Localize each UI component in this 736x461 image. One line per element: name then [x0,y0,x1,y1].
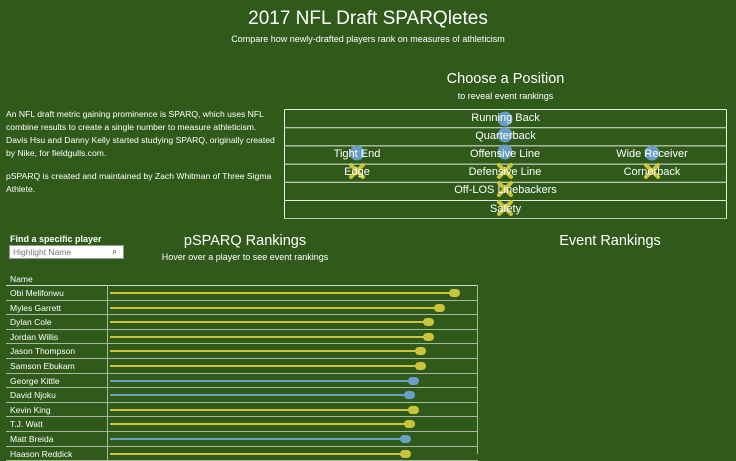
psparq-bar [110,364,421,367]
psparq-marker[interactable] [415,347,426,356]
psparq-bar [110,394,410,397]
dashboard-subtitle: Compare how newly-drafted players rank o… [231,34,505,44]
dashboard-title: 2017 NFL Draft SPARQletes [248,8,488,29]
psparq-bar [110,437,406,440]
player-row[interactable]: Jordan Willis [6,329,478,345]
table-divider [6,285,478,286]
column-divider [107,388,108,402]
player-name: Jordan Willis [10,331,59,342]
column-divider [107,315,108,329]
player-name: T.J. Watt [10,419,43,430]
position-grid-lines [284,109,727,220]
offense-marker [644,145,660,161]
column-divider [107,417,108,431]
column-divider [107,286,108,300]
psparq-marker[interactable] [434,303,445,312]
player-name: Obi Melifonwu [10,288,64,298]
psparq-marker[interactable] [400,434,411,443]
offense-marker [497,127,513,143]
position-option-defensive-line[interactable]: Defensive Line [468,166,542,179]
psparq-bar [110,379,414,382]
position-option-edge[interactable]: Edge [344,166,370,179]
psparq-marker[interactable] [408,376,419,385]
psparq-marker[interactable] [404,391,415,400]
search-icon[interactable]: ⌕ [112,246,118,256]
player-name: George Kittle [10,375,60,386]
psparq-bar [110,350,421,353]
defense-marker [644,163,660,179]
psparq-bar [110,306,440,309]
psparq-bar [110,335,429,338]
player-name: Kevin King [10,404,51,415]
psparq-rankings-title: pSPARQ Rankings [183,233,307,249]
position-selector-grid: Running Back Quarterback Tight End Offensiv… [284,109,727,220]
find-player-label: Find a specific player [10,234,102,244]
position-option-quarterback[interactable]: Quarterback [475,129,536,142]
defense-marker [497,181,513,197]
player-name: Dylan Cole [10,317,52,328]
intro-paragraph-sparq: An NFL draft metric gaining prominence i… [6,109,275,158]
column-divider [107,344,108,358]
player-name: Matt Breida [10,433,54,444]
table-border [477,285,478,454]
column-divider [107,431,108,446]
intro-text: An NFL draft metric gaining prominence i… [6,108,278,206]
column-divider [107,446,108,461]
offense-marker [349,145,365,161]
rankings-table: Obi Melifonwu Myles Garrett Dylan Cole Jord… [6,286,478,461]
position-option-tight-end[interactable]: Tight End [333,147,381,160]
player-row[interactable]: David Njoku [6,388,478,403]
psparq-marker[interactable] [415,361,426,370]
psparq-marker[interactable] [404,420,415,429]
column-divider [107,300,108,315]
psparq-marker[interactable] [408,405,419,414]
player-name: Samson Ebukam [10,360,75,371]
position-option-safety[interactable]: Safety [489,202,522,215]
offense-marker [497,144,513,160]
offense-marker [497,111,513,127]
psparq-bar [110,423,410,426]
player-name: Jason Thompson [10,346,76,357]
psparq-marker[interactable] [423,332,434,341]
psparq-rankings-subtitle: Hover over a player to see event ranking… [161,252,329,262]
position-option-running-back[interactable]: Running Back [471,111,540,124]
defense-marker [349,163,365,179]
position-option-off-los-linebackers[interactable]: Off-LOS Linebackers [454,184,557,197]
player-row[interactable]: T.J. Watt [6,417,478,432]
column-divider [107,373,108,388]
position-option-offensive-line[interactable]: Offensive Line [469,147,541,160]
position-option-cornerback[interactable]: Cornerback [623,166,681,179]
player-row[interactable]: Dylan Cole [6,315,478,330]
player-search-input[interactable] [9,245,124,259]
player-row[interactable]: Matt Breida [6,431,478,447]
event-rankings-title: Event Rankings [559,233,661,249]
player-name: Myles Garrett [10,302,62,313]
psparq-bar [110,321,429,324]
player-row[interactable]: Samson Ebukam [6,358,478,374]
player-row[interactable]: Jason Thompson [6,344,478,359]
column-divider [107,329,108,344]
position-selector-title: Choose a Position [446,71,565,87]
psparq-bar [110,408,414,411]
player-row[interactable]: Kevin King [6,402,478,418]
player-name: David Njoku [10,390,56,401]
column-divider [107,402,108,417]
player-row[interactable]: George Kittle [6,373,478,389]
player-row[interactable]: Obi Melifonwu [6,286,478,301]
position-option-wide-receiver[interactable]: Wide Receiver [616,147,688,160]
defense-marker [497,200,513,216]
defense-marker [497,163,513,179]
column-divider [107,358,108,373]
player-row[interactable]: Myles Garrett [6,300,478,316]
position-selector-subtitle: to reveal event rankings [457,91,554,101]
name-column-header: Name [10,274,33,284]
psparq-marker[interactable] [449,289,460,297]
psparq-marker[interactable] [423,318,434,327]
intro-paragraph-credit: pSPARQ is created and maintained by Zach… [6,171,272,194]
psparq-bar [110,292,455,294]
